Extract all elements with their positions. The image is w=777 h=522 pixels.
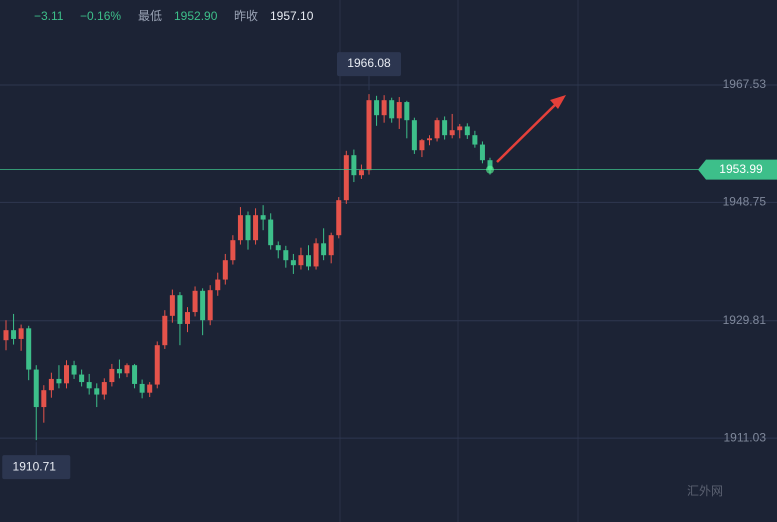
candle-body: [79, 374, 85, 383]
candle-body: [298, 255, 304, 266]
low-label-box: [2, 455, 71, 480]
candle-body: [215, 279, 221, 291]
high-label-box: [337, 52, 401, 77]
candle-body: [449, 130, 455, 136]
candle-body: [464, 126, 470, 136]
candle-body: [313, 243, 319, 267]
candle-body: [358, 170, 364, 176]
candle-body: [411, 120, 417, 151]
candle-body: [472, 135, 478, 145]
candle-body: [185, 312, 190, 324]
candle-body: [162, 315, 168, 346]
candle-body: [177, 295, 183, 324]
candle-body: [381, 100, 387, 116]
candle-body: [86, 382, 92, 389]
candle-body: [71, 365, 77, 375]
candle-body: [230, 240, 236, 261]
candle-body: [101, 382, 107, 395]
last-price-dot: [486, 165, 494, 174]
candle-body: [290, 260, 296, 266]
candle-body: [222, 260, 228, 280]
candle-body: [169, 295, 175, 316]
prev-close-value: 1957.10: [270, 9, 314, 23]
candle-body: [389, 100, 395, 119]
candle-body: [328, 235, 334, 256]
candle-body: [48, 378, 54, 391]
low-label: 1910.71: [13, 459, 57, 473]
candle-body: [366, 100, 372, 171]
candle-body: [487, 160, 493, 170]
last-price-label: 1953.99: [719, 162, 763, 176]
last-price-tag: [698, 159, 777, 180]
candle-body: [124, 365, 130, 374]
candle-body: [427, 138, 432, 141]
candle-body: [245, 215, 251, 241]
candle-body: [434, 120, 440, 139]
candle-body: [336, 200, 342, 236]
candle-body: [396, 102, 402, 119]
candle-body: [260, 215, 266, 220]
candle-body: [147, 384, 153, 393]
candle-body: [404, 102, 410, 121]
candle-body: [253, 215, 259, 241]
candle-body: [109, 368, 115, 383]
candle-body: [3, 330, 9, 341]
candle-body: [11, 330, 17, 339]
low-label: 最低: [138, 9, 162, 23]
candle-body: [41, 390, 47, 408]
y-tick-label: 1948.75: [723, 195, 767, 209]
candle-body: [306, 255, 311, 267]
watermark: 汇外网: [687, 484, 723, 498]
candle-body: [321, 243, 327, 256]
candle-body: [154, 345, 160, 385]
candle-body: [268, 219, 274, 246]
candle-body: [192, 290, 198, 313]
change: −3.11: [34, 9, 64, 23]
candle-body: [116, 368, 122, 374]
candle-body: [283, 250, 289, 261]
candle-body: [343, 155, 349, 201]
candle-body: [139, 383, 145, 393]
change-percent: −0.16%: [80, 9, 121, 23]
candle-body: [374, 100, 380, 116]
candle-body: [479, 144, 485, 161]
arrow-head: [550, 95, 566, 109]
candle-body: [442, 120, 448, 136]
y-tick-label: 1929.81: [723, 313, 767, 327]
candle-body: [18, 328, 24, 339]
arrow-line: [496, 99, 561, 163]
candle-body: [200, 290, 206, 321]
candle-body: [419, 140, 425, 151]
candle-body: [94, 388, 100, 395]
candle-body: [56, 378, 62, 384]
high-label: 1966.08: [347, 56, 391, 70]
candle-body: [64, 365, 69, 384]
candle-body: [237, 215, 243, 241]
y-tick-label: 1967.53: [723, 77, 767, 91]
candle-body: [351, 155, 357, 176]
prev-close-label: 昨收: [234, 9, 258, 23]
candle-body: [33, 369, 39, 408]
y-tick-label: 1911.03: [724, 430, 767, 444]
candle-body: [275, 245, 281, 251]
candle-body: [457, 126, 463, 131]
candle-body: [26, 328, 32, 370]
low-value: 1952.90: [174, 9, 218, 23]
candle-body: [207, 290, 213, 321]
candle-body: [132, 365, 138, 384]
